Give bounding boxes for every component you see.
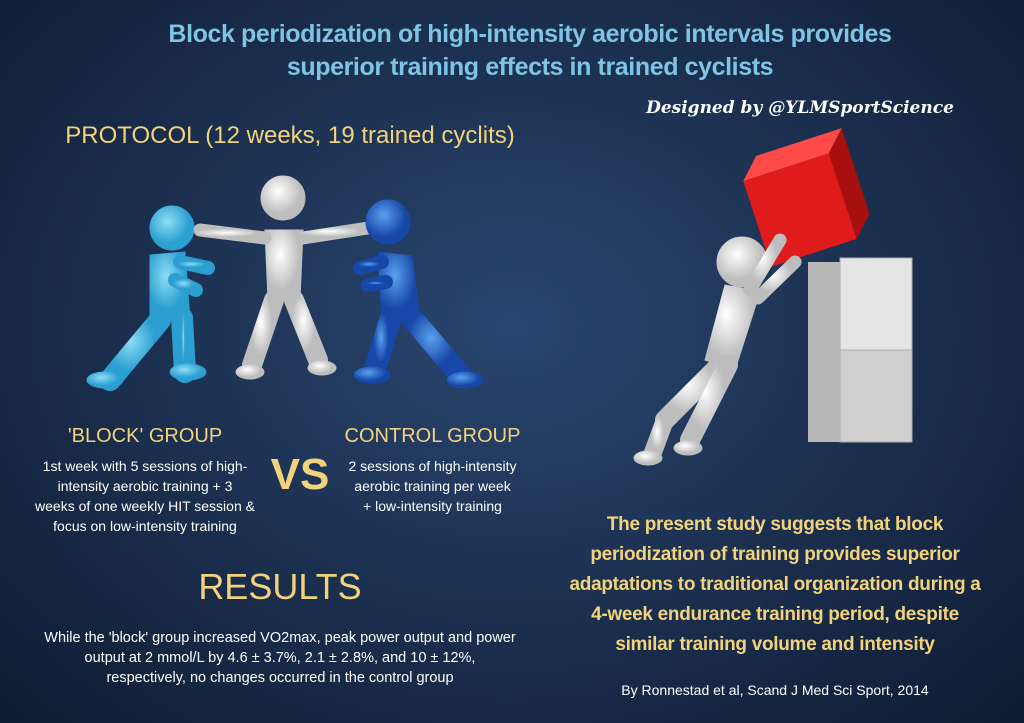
group-text: 2 sessions of high-intensity aerobic trai… bbox=[325, 456, 540, 516]
right-figure bbox=[353, 199, 484, 389]
conclusion: The present study suggests that block per… bbox=[550, 510, 1000, 660]
block-group: 'BLOCK' GROUP 1st week with 5 sessions o… bbox=[10, 425, 280, 536]
conclusion-line: 4-week endurance training period, despit… bbox=[591, 604, 959, 625]
group-line: aerobic training per week bbox=[354, 478, 511, 494]
group-line: weeks of one weekly HIT session & bbox=[35, 498, 255, 514]
left-figure bbox=[86, 205, 215, 391]
group-name: 'BLOCK' GROUP bbox=[67, 425, 223, 447]
results-heading: RESULTS bbox=[198, 566, 362, 607]
conclusion-line: similar training volume and intensity bbox=[615, 634, 935, 655]
group-name: CONTROL GROUP bbox=[344, 425, 521, 447]
conclusion-line: The present study suggests that block bbox=[606, 514, 944, 535]
results-line: respectively, no changes occurred in the… bbox=[106, 670, 454, 686]
credit: Designed by @YLMSportScience bbox=[646, 98, 954, 118]
title-line: superior training effects in trained cyc… bbox=[286, 53, 774, 81]
results-line: While the 'block' group increased VO2max… bbox=[44, 630, 516, 646]
group-text: 1st week with 5 sessions of high-intensi… bbox=[10, 456, 280, 536]
group-line: intensity aerobic training + 3 bbox=[57, 478, 233, 494]
group-line: 2 sessions of high-intensity bbox=[348, 458, 517, 474]
boxes bbox=[743, 128, 913, 443]
citation: By Ronnestad et al, Scand J Med Sci Spor… bbox=[621, 682, 929, 698]
title: Block periodization of high-intensity ae… bbox=[40, 18, 1020, 84]
results-line: output at 2 mmol/L by 4.6 ± 3.7%, 2.1 ± … bbox=[84, 650, 476, 666]
group-line: 1st week with 5 sessions of high- bbox=[42, 458, 248, 474]
protocol-heading: PROTOCOL (12 weeks, 19 trained cyclits) bbox=[65, 122, 515, 149]
group-line: focus on low-intensity training bbox=[53, 518, 237, 534]
title-line: Block periodization of high-intensity ae… bbox=[168, 20, 892, 48]
conclusion-line: adaptations to traditional organization … bbox=[569, 574, 981, 595]
control-group: CONTROL GROUP 2 sessions of high-intensi… bbox=[325, 425, 540, 516]
results-text: While the 'block' group increased VO2max… bbox=[10, 628, 550, 688]
group-line: + low-intensity training bbox=[363, 498, 502, 514]
conclusion-line: periodization of training provides super… bbox=[590, 544, 960, 565]
pushing-figure bbox=[633, 233, 802, 466]
middle-figure bbox=[193, 175, 375, 380]
vs: VS bbox=[270, 450, 330, 499]
